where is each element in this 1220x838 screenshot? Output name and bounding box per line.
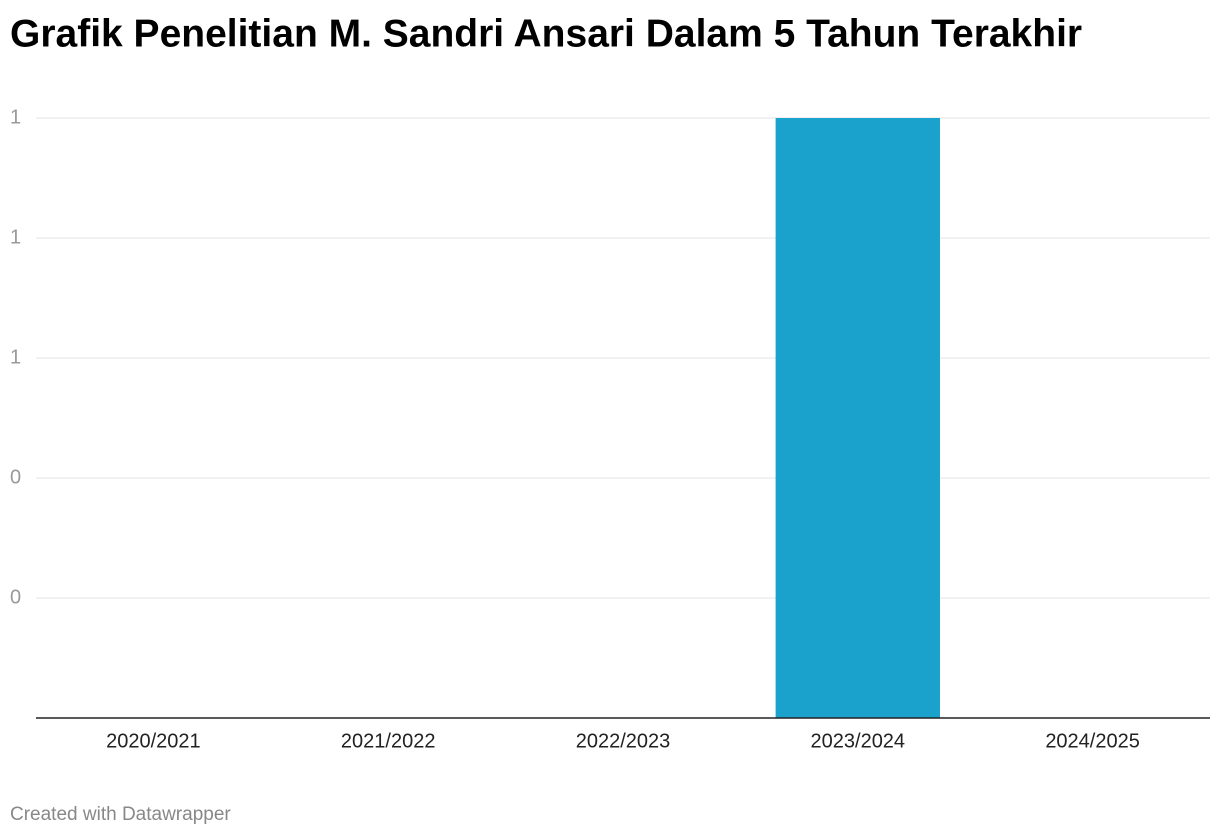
credit: Created with Datawrapper <box>10 804 231 825</box>
x-tick-label: 2024/2025 <box>1045 730 1140 752</box>
y-tick-label: 1 <box>10 106 21 128</box>
x-tick-label: 2020/2021 <box>106 730 201 752</box>
x-tick-label: 2022/2023 <box>576 730 671 752</box>
y-tick-label: 0 <box>10 466 21 488</box>
x-tick-label: 2023/2024 <box>811 730 906 752</box>
chart-title: Grafik Penelitian M. Sandri Ansari Dalam… <box>10 12 1082 55</box>
y-tick-label: 1 <box>10 346 21 368</box>
x-tick-label: 2021/2022 <box>341 730 436 752</box>
y-tick-label: 1 <box>10 226 21 248</box>
bar <box>775 118 940 718</box>
y-tick-label: 0 <box>10 586 21 608</box>
